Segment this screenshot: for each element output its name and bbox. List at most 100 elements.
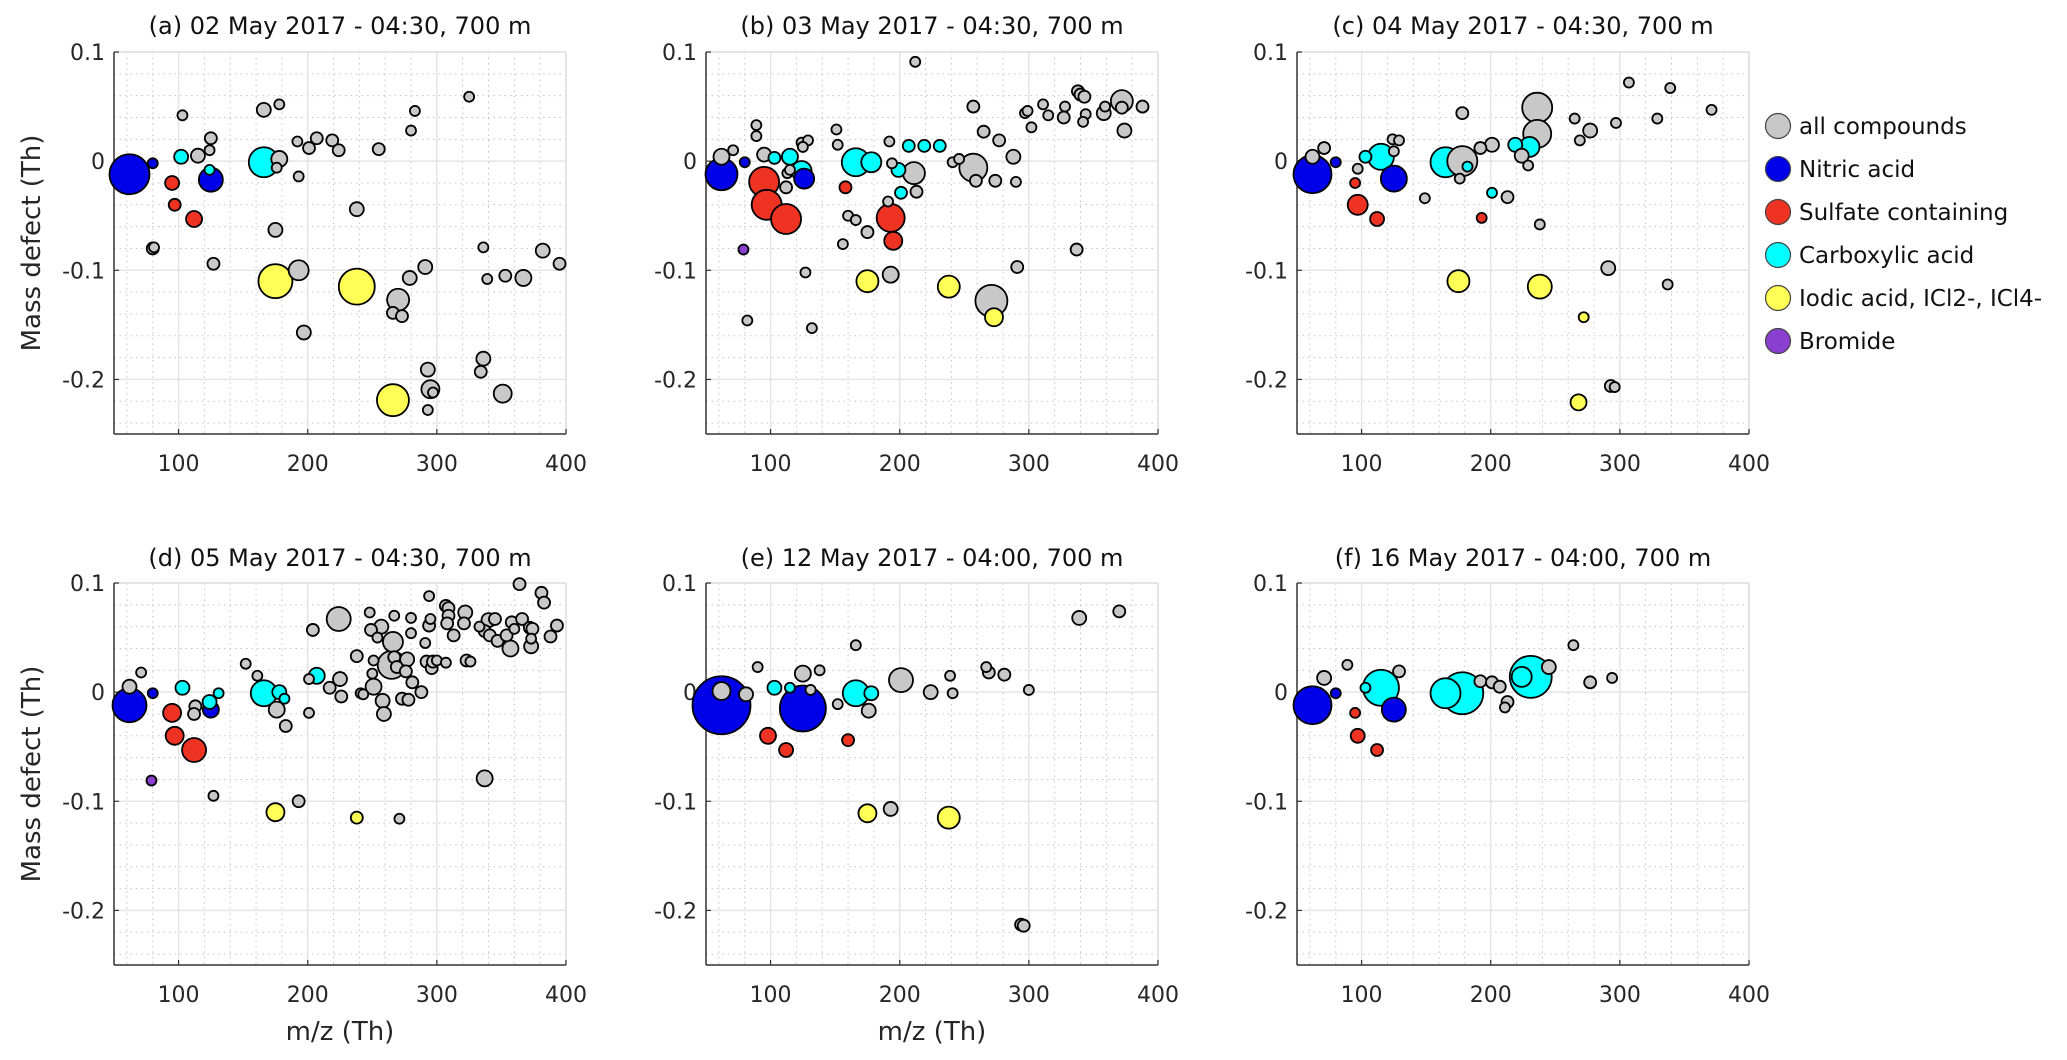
data-point-all-compounds	[305, 623, 320, 637]
data-point-all-compounds	[1600, 260, 1617, 277]
data-point-all-compounds	[267, 700, 286, 719]
x-tick-label: 400	[1728, 452, 1770, 477]
data-point-all-compounds	[883, 135, 896, 148]
y-tick-label: -0.1	[62, 790, 105, 815]
data-point-all-compounds	[902, 161, 926, 186]
data-point-all-compounds	[888, 667, 914, 694]
panel-title: (e) 12 May 2017 - 04:00, 700 m	[741, 544, 1124, 572]
data-point-all-compounds	[414, 685, 429, 700]
data-point-all-compounds	[303, 673, 315, 685]
data-point-all-compounds	[550, 618, 564, 633]
y-tick-label: -0.2	[62, 368, 105, 393]
data-point-all-compounds	[909, 55, 922, 68]
x-tick-label: 200	[879, 983, 921, 1008]
y-tick-label: 0	[91, 681, 105, 706]
data-point-all-compounds	[881, 265, 900, 284]
data-point-all-compounds	[1610, 117, 1622, 129]
data-point-all-compounds	[1446, 145, 1479, 178]
data-point-all-compounds	[187, 707, 201, 721]
data-point-all-compounds	[405, 675, 420, 690]
data-point-all-compounds	[1661, 278, 1674, 291]
data-point-iodic-acid-icl2-icl4	[984, 307, 1004, 328]
data-point-sulfate-containing	[841, 733, 855, 748]
x-tick-label: 200	[287, 452, 329, 477]
data-point-all-compounds	[1077, 115, 1089, 128]
data-point-all-compounds	[322, 680, 337, 695]
data-point-all-compounds	[292, 170, 305, 183]
x-tick-label: 200	[879, 452, 921, 477]
data-point-all-compounds	[976, 124, 991, 139]
data-point-all-compounds	[711, 681, 732, 701]
data-point-all-compounds	[334, 689, 349, 704]
data-point-all-compounds	[423, 590, 436, 602]
data-point-carboxylic-acid	[917, 138, 932, 153]
data-point-all-compounds	[1473, 674, 1488, 689]
legend-marker	[1764, 112, 1792, 140]
data-point-all-compounds	[417, 259, 434, 275]
legend-label: Bromide	[1799, 329, 1895, 355]
data-point-all-compounds	[291, 794, 306, 809]
data-point-all-compounds	[393, 812, 406, 825]
data-point-all-compounds	[1608, 381, 1621, 393]
data-point-iodic-acid-icl2-icl4	[1446, 269, 1471, 294]
panel-b: (b) 03 May 2017 - 04:30, 700 m 100 200 300 4…	[654, 12, 1179, 477]
data-point-all-compounds	[813, 664, 826, 677]
data-point-all-compounds	[1453, 172, 1466, 185]
legend-label: all compounds	[1799, 114, 1967, 140]
data-point-iodic-acid-icl2-icl4	[855, 269, 880, 294]
x-tick-label: 100	[1341, 983, 1383, 1008]
data-point-all-compounds	[784, 163, 796, 176]
data-point-all-compounds	[463, 90, 476, 103]
data-point-all-compounds	[427, 386, 439, 399]
data-point-all-compounds	[332, 671, 348, 687]
data-point-carboxylic-acid	[212, 687, 225, 700]
data-point-all-compounds	[1135, 99, 1150, 114]
data-point-sulfate-containing	[1346, 193, 1369, 216]
data-point-all-compounds	[239, 657, 252, 670]
data-point-all-compounds	[446, 628, 461, 643]
data-point-all-compounds	[348, 201, 365, 218]
data-point-all-compounds	[363, 606, 376, 619]
data-point-all-compounds	[439, 656, 452, 669]
data-point-all-compounds	[988, 173, 1003, 188]
data-point-all-compounds	[401, 692, 416, 707]
data-point-all-compounds	[405, 612, 417, 624]
data-point-iodic-acid-icl2-icl4	[257, 263, 294, 300]
data-point-all-compounds	[1583, 675, 1598, 690]
data-point-all-compounds	[270, 161, 283, 174]
x-tick-label: 400	[1728, 983, 1770, 1008]
data-point-iodic-acid-icl2-icl4	[376, 383, 410, 418]
data-point-all-compounds	[1705, 103, 1718, 116]
data-point-all-compounds	[409, 105, 421, 117]
data-point-all-compounds	[1037, 98, 1049, 111]
y-tick-label: 0	[91, 150, 105, 175]
data-point-bromide	[737, 243, 750, 256]
data-point-all-compounds	[836, 238, 849, 250]
data-point-iodic-acid-icl2-icl4	[936, 274, 961, 299]
data-point-all-compounds	[481, 273, 494, 285]
data-point-all-compounds	[206, 256, 221, 271]
data-point-all-compounds	[1016, 918, 1031, 933]
y-axis-label: Mass defect (Th)	[17, 666, 47, 883]
data-point-all-compounds	[1351, 162, 1364, 175]
x-tick-label: 400	[545, 983, 587, 1008]
data-point-all-compounds	[475, 350, 492, 367]
data-point-sulfate-containing	[185, 210, 203, 228]
data-point-carboxylic-acid	[860, 151, 883, 174]
data-point-carboxylic-acid	[932, 138, 947, 153]
data-point-all-compounds	[1455, 106, 1470, 121]
data-point-all-compounds	[401, 270, 418, 286]
data-point-all-compounds	[419, 361, 436, 378]
data-point-all-compounds	[357, 688, 370, 701]
data-point-all-compounds	[953, 153, 966, 165]
data-point-iodic-acid-icl2-icl4	[1569, 393, 1588, 412]
data-point-all-compounds	[849, 639, 862, 652]
data-point-all-compounds	[374, 692, 391, 709]
x-axis-label: m/z (Th)	[286, 1017, 395, 1047]
data-point-all-compounds	[946, 687, 959, 700]
data-point-all-compounds	[388, 609, 401, 622]
data-point-all-compounds	[203, 131, 218, 146]
data-point-all-compounds	[291, 135, 304, 148]
data-point-all-compounds	[405, 124, 417, 137]
